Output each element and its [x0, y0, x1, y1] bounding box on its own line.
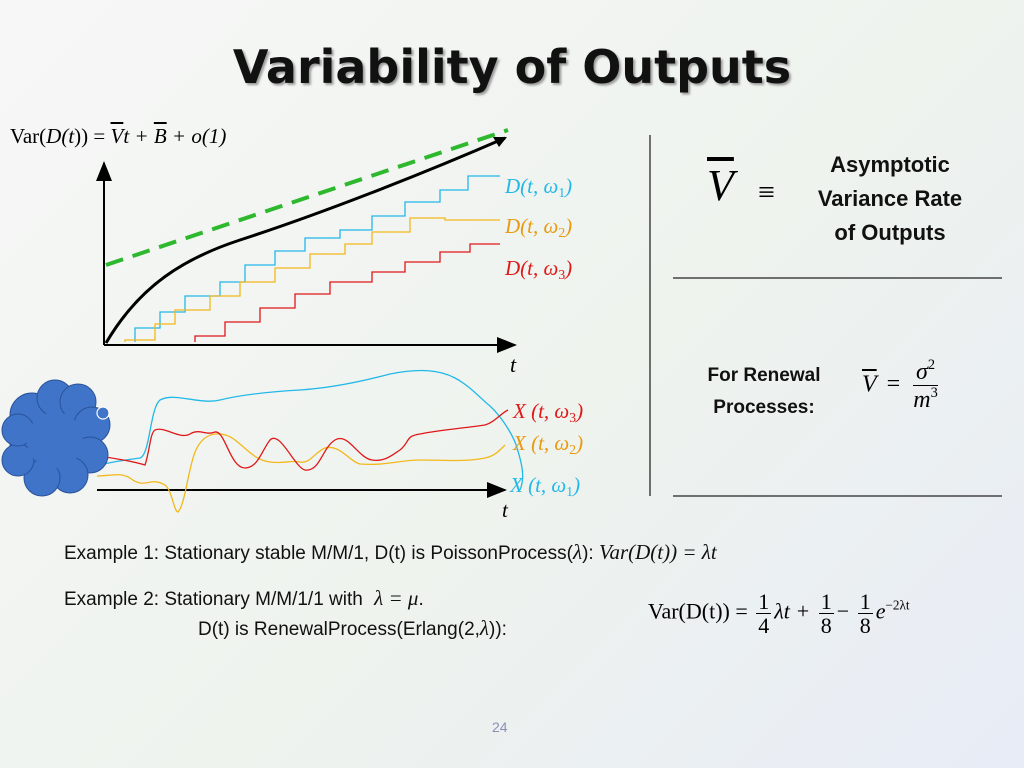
variance-curve-arrowhead: [493, 137, 507, 147]
example-2-formula: Var(D(t)) = 1 4 λt + 1 8− 1 8 e−2λt: [648, 589, 910, 639]
cloud-icon: [1, 379, 111, 497]
input-path-3: [96, 409, 509, 471]
slide-title: Variability of Outputs: [232, 40, 792, 94]
variance-formula: Var(D(t)) = Vt + B + o(1): [10, 124, 227, 148]
output-path-1: [134, 175, 500, 342]
input-label-1: X (t, ω1): [510, 473, 581, 500]
input-path-1: [96, 369, 524, 491]
variance-curve: [104, 136, 506, 344]
renewal-formula: V = σ2 m3: [862, 357, 938, 414]
example-2-line-2: D(t) is RenewalProcess(Erlang(2,λ)):: [198, 616, 507, 640]
input-label-3: X (t, ω3): [513, 399, 584, 426]
output-label-1: D(t, ω1): [505, 174, 573, 201]
input-path-2: [96, 433, 506, 513]
bottom-axis-t-label: t: [502, 498, 508, 522]
page-number: 24: [492, 719, 508, 735]
cloud-bubble: [96, 406, 110, 420]
definition-vbar: V: [707, 161, 734, 210]
asymptote-line: [105, 128, 509, 267]
definition-equiv: ≡: [758, 176, 775, 209]
input-label-2: X (t, ω2): [513, 431, 584, 458]
output-path-3: [194, 243, 500, 342]
renewal-label: For Renewal Processes:: [707, 365, 821, 418]
example-2-line-1: Example 2: Stationary M/M/1/1 with λ = μ…: [64, 586, 424, 610]
output-path-2: [124, 217, 500, 342]
example-1: Example 1: Stationary stable M/M/1, D(t)…: [64, 540, 717, 564]
output-label-2: D(t, ω2): [505, 214, 573, 241]
output-label-3: D(t, ω3): [505, 256, 573, 283]
definition-text: Asymptotic Variance Rate of Outputs: [817, 152, 963, 245]
top-axis-t-label: t: [510, 352, 517, 377]
